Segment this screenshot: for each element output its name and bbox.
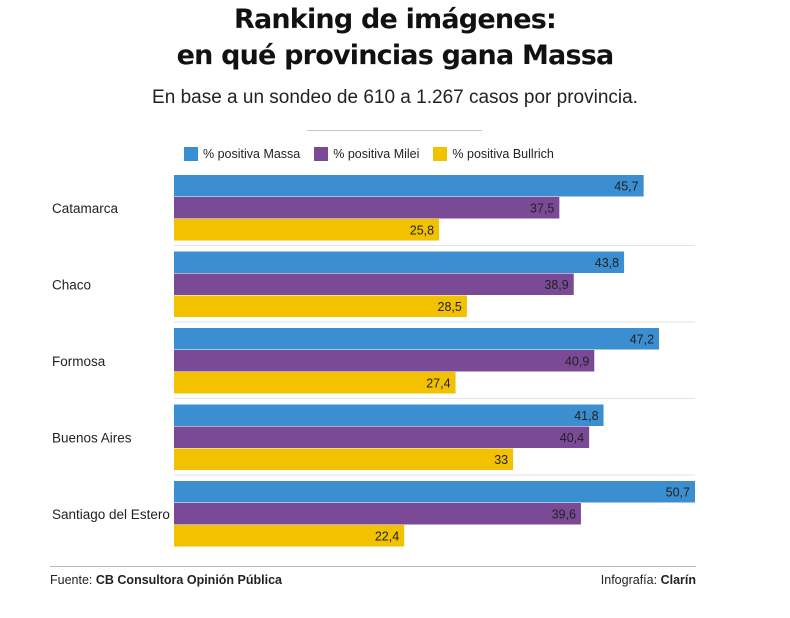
data-label: 22,4 — [375, 529, 399, 543]
bar — [174, 525, 405, 547]
data-label: 47,2 — [630, 332, 654, 346]
data-label: 41,8 — [574, 409, 598, 423]
category-label: Formosa — [52, 354, 106, 369]
legend-item-bullrich: % positiva Bullrich — [433, 147, 554, 161]
data-label: 25,8 — [410, 223, 434, 237]
category-label: Chaco — [52, 277, 91, 292]
source-note: Fuente: CB Consultora Opinión Pública — [50, 573, 282, 587]
bar — [174, 404, 604, 426]
bar — [174, 219, 440, 241]
data-label: 40,4 — [560, 431, 584, 445]
data-label: 40,9 — [565, 354, 589, 368]
category-label: Santiago del Estero — [52, 507, 170, 522]
legend-item-milei: % positiva Milei — [314, 147, 419, 161]
data-label: 38,9 — [544, 278, 568, 292]
chart-legend: % positiva Massa % positiva Milei % posi… — [184, 146, 568, 162]
bar — [174, 175, 644, 197]
credit-name: Clarín — [660, 573, 696, 587]
legend-item-massa: % positiva Massa — [184, 147, 300, 161]
bar — [174, 273, 574, 295]
title-divider — [307, 130, 482, 131]
data-label: 39,6 — [552, 507, 576, 521]
bar — [174, 372, 456, 394]
chart-subtitle: En base a un sondeo de 610 a 1.267 casos… — [152, 87, 638, 108]
legend-swatch-milei — [314, 147, 329, 161]
bar — [174, 503, 581, 525]
data-label: 45,7 — [614, 179, 638, 193]
data-label: 27,4 — [426, 376, 450, 390]
data-label: 43,8 — [595, 256, 619, 270]
chart-title-line2: en qué provincias gana Massa — [176, 40, 615, 71]
bar — [174, 295, 467, 317]
bar — [174, 197, 560, 219]
legend-swatch-bullrich — [433, 147, 448, 161]
bar — [174, 426, 590, 448]
data-label: 28,5 — [438, 300, 462, 314]
chart-title-line1: Ranking de imágenes: — [233, 4, 557, 35]
data-label: 33 — [494, 453, 508, 467]
data-label: 37,5 — [530, 201, 554, 215]
legend-swatch-massa — [184, 147, 198, 161]
bar — [174, 328, 660, 350]
credit-prefix: Infografía: — [600, 573, 658, 587]
bar — [174, 481, 695, 503]
data-label: 50,7 — [666, 485, 690, 499]
legend-label-bullrich: % positiva Bullrich — [452, 147, 554, 161]
bar — [174, 448, 514, 470]
legend-label-milei: % positiva Milei — [333, 147, 420, 161]
category-label: Buenos Aires — [52, 430, 132, 445]
source-name: CB Consultora Opinión Pública — [95, 573, 282, 587]
footer-divider — [50, 566, 696, 567]
source-prefix: Fuente: — [50, 573, 93, 587]
credit-note: Infografía: Clarín — [601, 573, 696, 587]
bar — [174, 251, 625, 273]
category-label: Catamarca — [52, 201, 119, 216]
legend-label-massa: % positiva Massa — [203, 147, 301, 161]
bar — [174, 350, 595, 372]
